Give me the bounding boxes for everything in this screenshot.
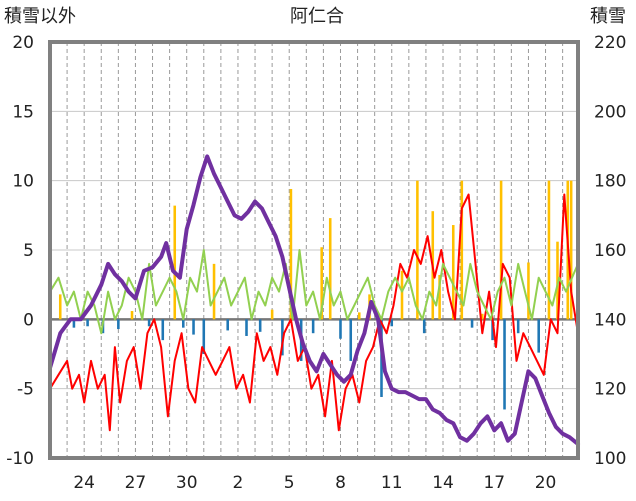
y-left-tick-label: 15 — [12, 102, 34, 122]
precip-bar — [161, 319, 165, 341]
precip-bar — [328, 218, 332, 320]
series-lines — [48, 154, 580, 447]
x-tick-label: 2 — [233, 473, 244, 493]
y-left-tick-label: 0 — [23, 310, 34, 330]
precip-bar — [422, 319, 426, 334]
y-right-tick-label: 200 — [594, 102, 626, 122]
precip-bar — [270, 309, 274, 320]
plot-frame — [48, 40, 580, 460]
precip-bar — [349, 319, 353, 361]
x-tick-label: 11 — [381, 473, 403, 493]
precip-bar — [547, 180, 551, 320]
precip-bar — [173, 205, 177, 320]
precip-bar — [569, 180, 573, 320]
x-tick-label: 30 — [176, 473, 198, 493]
precip-bar — [212, 263, 216, 320]
y-left-tick-label: -5 — [17, 380, 34, 400]
y-left-tick-label: 10 — [12, 172, 34, 192]
precip-bar — [491, 319, 494, 341]
precip-bar — [503, 319, 506, 410]
left-axis-title: 積雪以外 — [4, 6, 76, 27]
precip-bar — [320, 247, 323, 320]
chart-title: 阿仁合 — [290, 6, 344, 27]
x-tick-label: 5 — [284, 473, 295, 493]
y-left-tick-label: 20 — [12, 33, 34, 53]
y-right-tick-label: 100 — [594, 449, 626, 469]
x-tick-label: 8 — [335, 473, 346, 493]
y-left-tick-label: -10 — [6, 449, 34, 469]
y-right-tick-label: 120 — [594, 380, 626, 400]
x-tick-label: 17 — [483, 473, 505, 493]
precip-bar — [86, 319, 89, 327]
precip-bar — [527, 262, 530, 320]
right-axis-title: 積雪 — [590, 6, 626, 27]
precip-bar — [281, 319, 284, 356]
y-right-tick-label: 160 — [594, 241, 626, 261]
precip-bar — [537, 319, 540, 353]
gridlines — [49, 42, 578, 458]
precip-bar — [451, 225, 455, 320]
precip-bar — [58, 294, 62, 320]
precip-bar — [202, 319, 206, 354]
precip-bar — [339, 319, 342, 339]
precip-bar — [289, 188, 293, 320]
precip-bar — [192, 319, 195, 335]
y-right-tick-label: 140 — [594, 310, 626, 330]
precip-bar — [499, 180, 503, 320]
x-tick-label: 24 — [73, 473, 95, 493]
precip-bar — [400, 270, 404, 320]
precip-bar — [516, 319, 520, 334]
precip-bar — [358, 312, 361, 320]
y-right-tick-label: 220 — [594, 33, 626, 53]
y-left-tick-label: 5 — [23, 241, 34, 261]
precip-bar — [182, 319, 185, 328]
precip-bar — [226, 319, 229, 331]
precip-bar — [416, 180, 419, 320]
temperature2-line — [49, 249, 579, 335]
x-tick-label: 20 — [535, 473, 557, 493]
snow_depth-line — [48, 154, 580, 447]
precip-bar — [245, 319, 248, 336]
y-right-tick-label: 180 — [594, 172, 626, 192]
precip-bar — [481, 313, 484, 320]
x-tick-label: 27 — [125, 473, 147, 493]
temperature-line — [49, 193, 579, 432]
precip-bar — [130, 311, 134, 320]
precip-bar — [438, 274, 441, 320]
precip-bar — [147, 319, 151, 327]
precip-bar — [258, 319, 262, 332]
precip-bar — [390, 319, 394, 327]
precip-bar — [460, 180, 464, 320]
x-tick-label: 14 — [432, 473, 454, 493]
precip-bar — [311, 319, 315, 334]
precip-bar — [72, 319, 76, 328]
precip-bar — [470, 319, 474, 328]
precip-bar — [117, 319, 120, 330]
